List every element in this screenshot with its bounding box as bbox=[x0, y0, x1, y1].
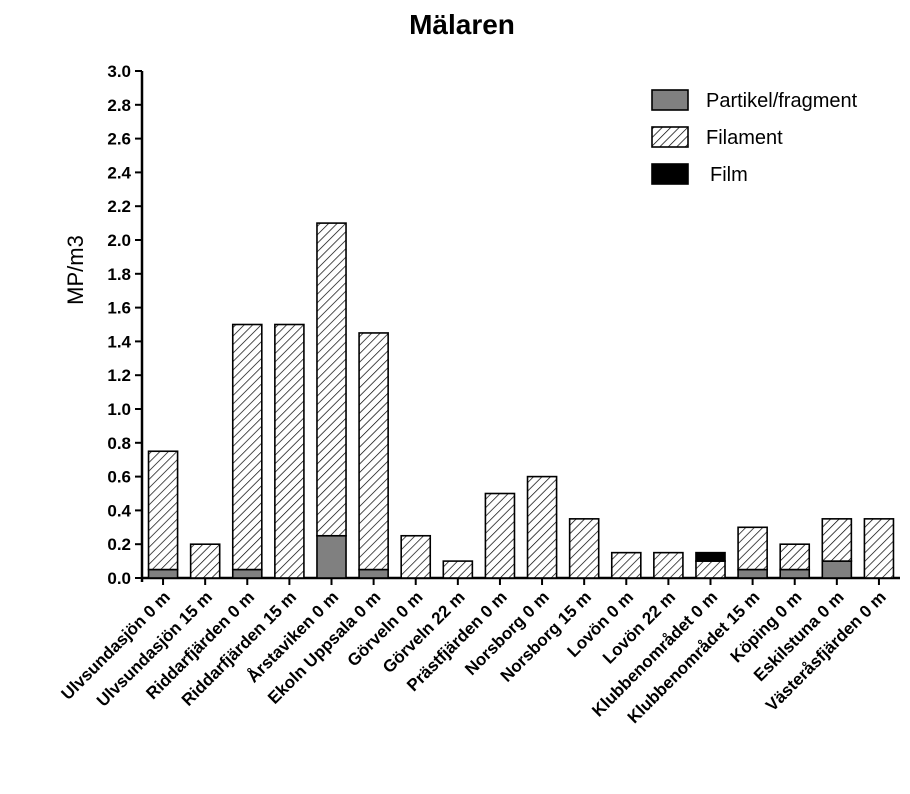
bar-segment-filament bbox=[779, 543, 811, 571]
y-tick-label: 0.4 bbox=[107, 501, 131, 520]
bar-segment-filament bbox=[526, 475, 558, 579]
y-tick-label: 2.4 bbox=[107, 163, 131, 182]
bar-segment-filament bbox=[484, 492, 516, 579]
bar-segment-filament bbox=[821, 518, 853, 562]
bar-segment-partikel-fragment bbox=[316, 534, 347, 579]
bar-segment-filament bbox=[189, 543, 221, 579]
y-tick-label: 0.0 bbox=[107, 569, 131, 588]
bar-segment-partikel-fragment bbox=[231, 568, 263, 579]
bar-segment-filament bbox=[653, 551, 684, 579]
legend-label: Filament bbox=[706, 127, 783, 149]
bar-segment-filament bbox=[695, 560, 726, 579]
bar-segment-filament bbox=[610, 551, 642, 579]
bar-segment-filament bbox=[358, 332, 389, 571]
y-tick-label: 3.0 bbox=[107, 62, 131, 81]
y-tick-label: 0.2 bbox=[107, 535, 131, 554]
legend: Partikel/fragment Filament Film bbox=[651, 89, 858, 186]
y-tick-label: 2.8 bbox=[107, 96, 131, 115]
y-tick-label: 0.8 bbox=[107, 434, 131, 453]
bar-segment-filament bbox=[274, 323, 305, 579]
bar-segment-partikel-fragment bbox=[147, 568, 179, 579]
y-tick-label: 2.2 bbox=[107, 197, 131, 216]
bar-segment-partikel-fragment bbox=[821, 560, 853, 579]
bar-segment-filament bbox=[863, 518, 895, 579]
bar-segment-partikel-fragment bbox=[737, 568, 768, 579]
y-tick-label: 2.6 bbox=[107, 130, 131, 149]
legend-swatch bbox=[651, 89, 689, 111]
y-tick-label: 1.4 bbox=[107, 332, 131, 351]
y-tick-label: 1.6 bbox=[107, 299, 131, 318]
y-tick-label: 1.0 bbox=[107, 400, 131, 419]
bar-segment-filament bbox=[316, 222, 347, 537]
bar-segment-filament bbox=[442, 560, 474, 579]
y-tick-label: 1.8 bbox=[107, 265, 131, 284]
legend-label: Film bbox=[710, 164, 748, 186]
bar-segment-partikel-fragment bbox=[358, 568, 389, 579]
bar-segment-partikel-fragment bbox=[779, 568, 811, 579]
legend-label: Partikel/fragment bbox=[706, 90, 858, 112]
bar-segment-filament bbox=[231, 323, 263, 571]
bar-segment-filament bbox=[568, 518, 600, 579]
bar-segment-filament bbox=[147, 450, 179, 571]
y-tick-label: 0.6 bbox=[107, 468, 131, 487]
legend-swatch bbox=[651, 163, 689, 185]
y-axis-label: MP/m3 bbox=[63, 235, 88, 305]
bar-segment-film bbox=[695, 551, 726, 562]
bar-segment-filament bbox=[400, 534, 432, 579]
y-tick-label: 2.0 bbox=[107, 231, 131, 250]
plot-area: 0.0 0.2 0.4 0.6 0.8 1.0 1.2 1.4 1.6 1.8 2.0 2.2 2.4 2… bbox=[58, 62, 900, 727]
y-tick-label: 1.2 bbox=[107, 366, 131, 385]
bar-segment-filament bbox=[737, 526, 768, 571]
chart-title: Mälaren bbox=[409, 9, 515, 40]
legend-swatch bbox=[651, 126, 689, 148]
